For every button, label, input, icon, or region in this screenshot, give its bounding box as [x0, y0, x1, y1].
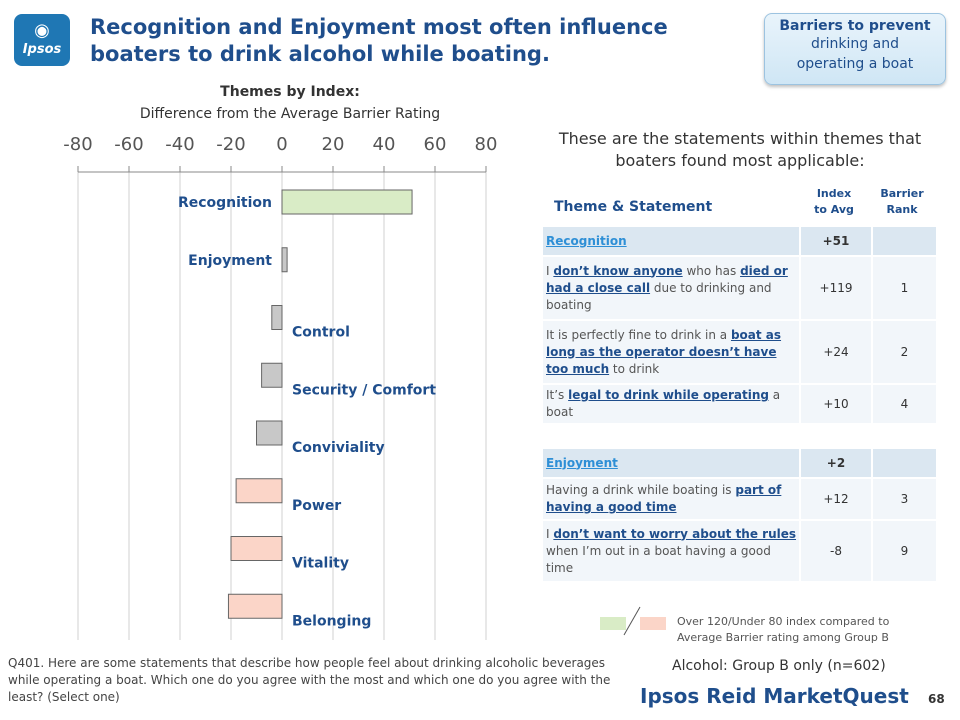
statement-text: I don’t know anyone who has died or had …	[543, 256, 800, 321]
col-header-index-line1: Index	[816, 187, 852, 200]
recognition-table: Recognition +51 I don’t know anyone who …	[543, 227, 936, 425]
bar	[271, 305, 283, 330]
statement-index: +24	[799, 320, 872, 385]
col-header-theme: Theme & Statement	[554, 199, 713, 215]
statement-text: I don’t want to worry about the rules wh…	[543, 520, 800, 583]
tick-label: 60	[424, 134, 447, 155]
statement-keyword: don’t know anyone	[553, 263, 683, 278]
statement-text: It is perfectly fine to drink in a boat …	[543, 320, 800, 385]
tick-label: 80	[475, 134, 498, 155]
category-label: Enjoyment	[188, 253, 272, 269]
barriers-nav-button[interactable]: Barriers to prevent drinking and operati…	[764, 13, 946, 85]
tick-label: -80	[63, 134, 92, 155]
theme-rank	[871, 449, 936, 479]
bar	[261, 362, 283, 388]
enjoyment-table: Enjoyment +2 Having a drink while boatin…	[543, 449, 936, 583]
theme-rank	[871, 227, 936, 257]
legend-text: Over 120/Under 80 index compared to Aver…	[677, 615, 890, 644]
tick-label: -60	[114, 134, 143, 155]
category-label: Control	[292, 325, 350, 341]
bar	[256, 420, 283, 446]
statement-row: I don’t know anyone who has died or had …	[543, 256, 936, 321]
theme-link-enjoyment[interactable]: Enjoyment	[543, 449, 800, 479]
bar	[235, 478, 283, 504]
logo-mark-icon: ◉	[34, 20, 50, 41]
category-label: Conviviality	[292, 440, 385, 456]
themes-bar-chart: -80 -60 -40 -20 0 20 40 60 80 Recognition Enjoymen…	[63, 134, 498, 640]
category-label: Security / Comfort	[292, 382, 436, 398]
col-header-index-line2: to Avg	[814, 203, 854, 216]
statement-keyword: part of having a good time	[546, 483, 782, 514]
statement-index: +12	[799, 478, 872, 521]
col-header-rank-line1: Barrier	[880, 187, 924, 200]
statement-keyword: legal to drink while operating	[568, 388, 769, 402]
bar	[230, 536, 283, 561]
statement-keyword: boat as long as the operator doesn’t hav…	[546, 327, 782, 376]
bar	[281, 247, 288, 273]
legend-swatch-over	[600, 617, 626, 630]
statement-text: It’s legal to drink while operating a bo…	[543, 384, 800, 425]
category-label: Vitality	[292, 556, 349, 572]
statement-index: +119	[799, 256, 872, 321]
category-label: Belonging	[292, 613, 371, 629]
statement-keyword: died or had a close call	[546, 263, 788, 295]
tick-label: -40	[165, 134, 194, 155]
question-footnote: Q401. Here are some statements that desc…	[8, 656, 611, 704]
tick-label: 20	[322, 134, 345, 155]
statement-row: It’s legal to drink while operating a bo…	[543, 384, 936, 425]
statement-rank: 3	[871, 478, 936, 521]
theme-index: +51	[799, 227, 872, 257]
nav-button-line-1: Barriers to prevent	[779, 18, 931, 34]
category-label: Recognition	[178, 195, 272, 211]
theme-row-recognition: Recognition +51	[543, 227, 936, 257]
category-label: Power	[292, 498, 341, 514]
page-title: Recognition and Enjoyment most often inf…	[90, 15, 668, 66]
tick-label: 0	[276, 134, 287, 155]
bar	[281, 189, 413, 215]
col-header-rank: Barrier Rank	[868, 186, 936, 218]
statement-index: -8	[799, 520, 872, 583]
ipsos-logo: ◉ Ipsos	[14, 14, 70, 66]
legend-divider-icon	[623, 606, 641, 636]
page-number: 68	[928, 692, 945, 706]
logo-text: Ipsos	[22, 42, 62, 57]
chart-subtitle: Difference from the Average Barrier Rati…	[139, 106, 441, 122]
col-header-index: Index to Avg	[800, 186, 868, 218]
statement-row: I don’t want to worry about the rules wh…	[543, 520, 936, 583]
nav-button-line-3: operating a boat	[796, 56, 914, 72]
tick-label: -20	[216, 134, 245, 155]
theme-row-enjoyment: Enjoyment +2	[543, 449, 936, 479]
statement-rank: 9	[871, 520, 936, 583]
statement-text: Having a drink while boating is part of …	[543, 478, 800, 521]
table-heading: These are the statements within themes t…	[558, 129, 922, 170]
theme-index: +2	[799, 449, 872, 479]
col-header-rank-line2: Rank	[886, 203, 918, 216]
statement-row: It is perfectly fine to drink in a boat …	[543, 320, 936, 385]
statement-rank: 2	[871, 320, 936, 385]
chart-title: Themes by Index:	[220, 84, 360, 100]
base-note: Alcohol: Group B only (n=602)	[672, 658, 886, 674]
legend-swatch-under	[640, 617, 666, 630]
theme-link-recognition[interactable]: Recognition	[543, 227, 800, 257]
statement-rank: 1	[871, 256, 936, 321]
statement-index: +10	[799, 384, 872, 425]
tick-label: 40	[373, 134, 396, 155]
bar	[227, 593, 283, 619]
statement-row: Having a drink while boating is part of …	[543, 478, 936, 521]
nav-button-line-2: drinking and	[811, 36, 899, 52]
brand-logo: Ipsos Reid MarketQuest	[640, 684, 909, 708]
statement-rank: 4	[871, 384, 936, 425]
statement-keyword: don’t want to worry about the rules	[553, 526, 797, 541]
